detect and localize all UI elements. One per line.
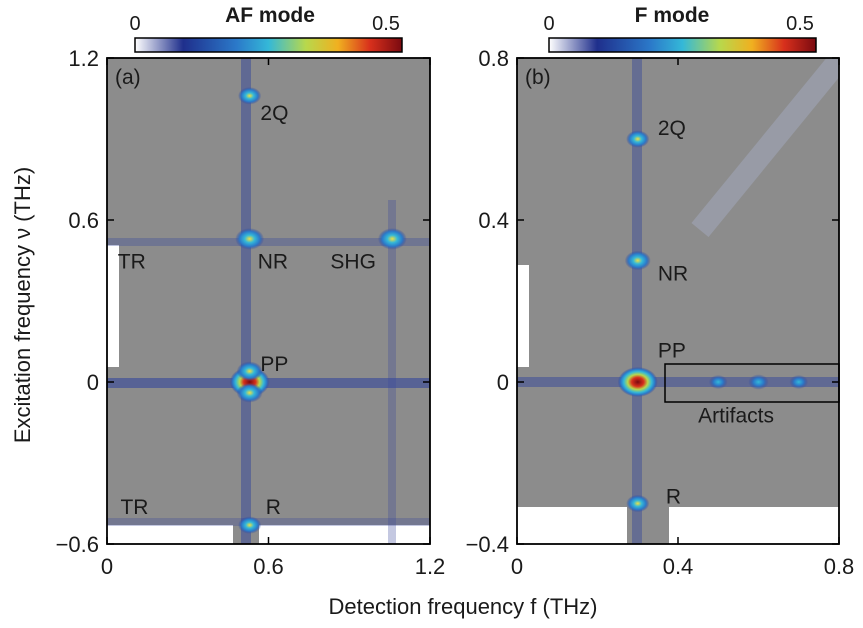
x-tick-label-0: 0 [511,554,523,579]
colorbar-b-gradient [548,37,817,53]
peak-a-1 [235,228,265,250]
colorbar-b-min-label: 0 [543,13,554,35]
plot-a-streak-vertical [241,58,251,544]
colorbar-a-min-label: 0 [129,13,140,35]
plot-a-streak-shg [388,200,396,544]
y-axis-label: Excitation frequency ν (THz) [10,167,35,443]
y-tick-label-3: 1.2 [68,46,99,71]
peak-a-3 [238,87,262,105]
plot-a-background [107,58,430,544]
peak-b-3 [626,494,650,513]
x-tick-label-1: 0.6 [253,554,284,579]
plot-a-peaks [229,87,407,534]
peak-a-2 [377,228,407,250]
plot-b-axes: 0 0.4 0.8−0.400.40.8 [466,46,855,579]
y-tick-label-1: 0 [87,370,99,395]
colorbar-a: 0 0.5 AF mode [129,4,403,53]
x-axis-label: Detection frequency f (THz) [329,594,598,619]
plot-b-streak-pp [517,377,839,387]
annotation-r: R [666,485,681,508]
plot-b-streak-vertical [632,58,642,544]
plot-a-mask-bottom [107,525,430,544]
plot-b-mask-left [517,265,529,367]
peak-a-5 [236,361,263,381]
panel-b: 0 0.5 F mode 0 0.4 0.8−0.400.40.8 2QNRPPAr… [466,4,855,579]
plot-b-mask-gap [627,507,669,544]
annotation-r: R [266,496,281,519]
plot-b-diagonal [691,58,839,237]
x-tick-label-1: 0.4 [663,554,694,579]
peak-b-2 [626,130,650,148]
colorbar-b-max-label: 0.5 [786,13,814,35]
plot-b-annotations: 2Q NR PP Artifacts R [658,117,774,509]
x-tick-label-0: 0 [101,554,113,579]
panel-b-label: (b) [525,66,551,89]
y-tick-label-0: −0.6 [56,532,99,557]
annotation-nr: NR [258,251,288,274]
annotation-tr: TR [118,251,146,274]
annotation-shg: SHG [330,251,376,274]
annotation-artifacts: Artifacts [698,404,774,427]
plot-a-annotations: 2Q TR NR SHG PP TR R [118,102,376,519]
plot-area-b [517,58,839,544]
plot-a-axes: 0 0.6 1.2−0.600.61.2 [56,46,446,579]
peak-b-6 [789,374,809,390]
y-tick-label-2: 0.4 [478,208,509,233]
plot-b-peaks [617,130,809,513]
y-tick-label-3: 0.8 [478,46,509,71]
peak-b-0 [617,367,658,397]
colorbar-b: 0 0.5 F mode [543,4,817,53]
plot-a-streak-r [107,518,430,526]
annotation-pp: PP [260,353,288,376]
peak-b-1 [624,250,651,271]
plot-a-streak-nr [107,238,430,246]
plot-a-mask-left [107,245,119,367]
y-tick-label-0: −0.4 [466,532,509,557]
colorbar-a-gradient [134,37,403,53]
x-tick-label-2: 0.8 [824,554,855,579]
annotation-2q: 2Q [260,102,288,125]
colorbar-a-max-label: 0.5 [372,13,400,35]
peak-a-4 [238,516,262,534]
plot-b-background [517,58,839,544]
panel-a-label: (a) [115,66,141,89]
peak-b-4 [748,374,769,390]
x-tick-label-2: 1.2 [415,554,446,579]
peak-a-6 [236,383,263,403]
plot-area-a [107,58,430,544]
annotation-2q: 2Q [658,117,686,140]
annotation-pp: PP [658,340,686,363]
y-tick-label-1: 0 [497,370,509,395]
annotation-tr: TR [120,496,148,519]
panel-a-title: AF mode [225,4,315,27]
panel-b-title: F mode [635,4,710,27]
annotation-nr: NR [658,263,688,286]
y-tick-label-2: 0.6 [68,208,99,233]
peak-b-5 [708,374,728,390]
